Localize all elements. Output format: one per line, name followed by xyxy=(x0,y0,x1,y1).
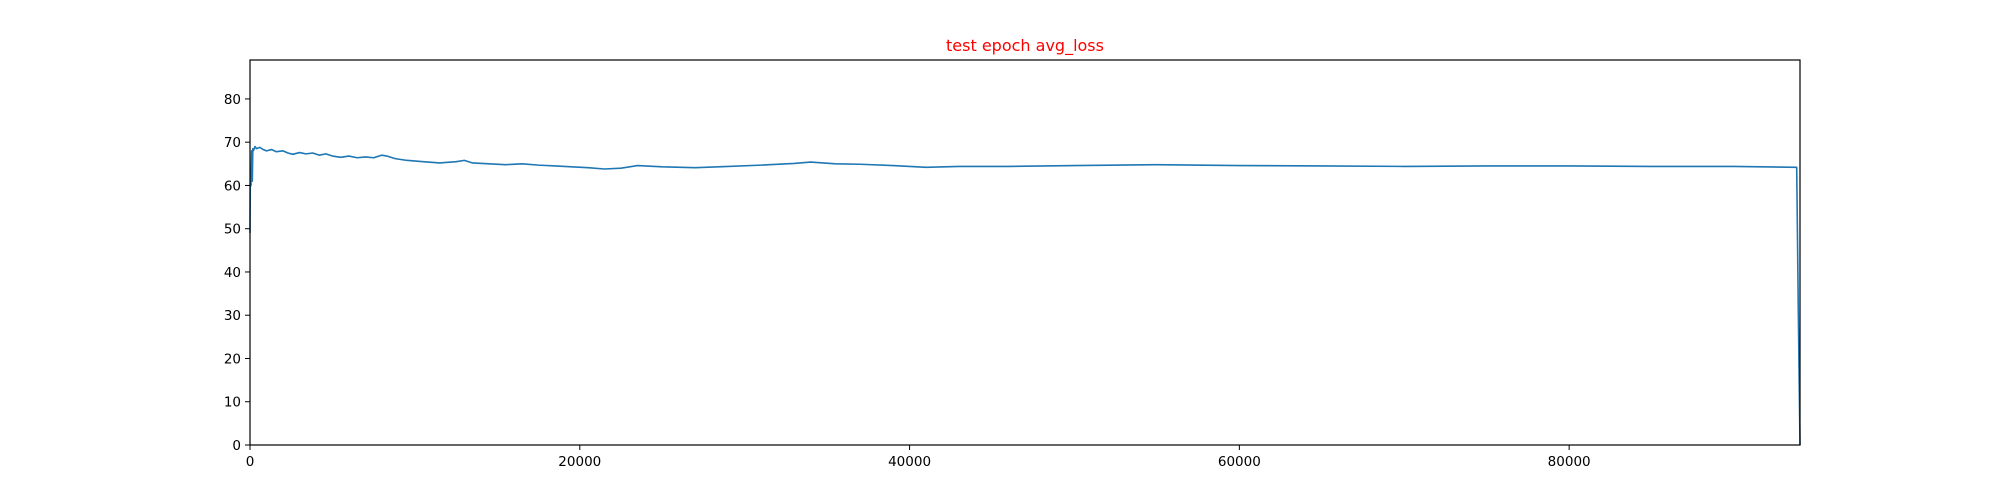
series-line-0 xyxy=(249,145,1801,446)
axes-frame xyxy=(249,59,1801,446)
x-tick-label: 80000 xyxy=(1548,454,1591,470)
x-tick-label: 40000 xyxy=(888,454,931,470)
x-axis: 0 20000 40000 60000 80000 xyxy=(246,445,1591,470)
y-tick-label: 10 xyxy=(224,395,241,411)
x-tick-label: 20000 xyxy=(558,454,601,470)
y-tick-label: 70 xyxy=(224,135,241,151)
x-tick-label: 0 xyxy=(246,454,255,470)
x-tick-label: 60000 xyxy=(1218,454,1261,470)
y-tick-label: 0 xyxy=(232,438,241,454)
y-tick-label: 20 xyxy=(224,351,241,367)
y-tick-label: 60 xyxy=(224,178,241,194)
plot-area xyxy=(249,145,1801,446)
y-axis: 0 10 20 30 40 50 60 70 80 xyxy=(224,92,250,454)
y-tick-label: 40 xyxy=(224,265,241,281)
y-tick-label: 50 xyxy=(224,222,241,238)
y-tick-label: 30 xyxy=(224,308,241,324)
y-tick-label: 80 xyxy=(224,92,241,108)
chart-title: test epoch avg_loss xyxy=(946,36,1104,56)
